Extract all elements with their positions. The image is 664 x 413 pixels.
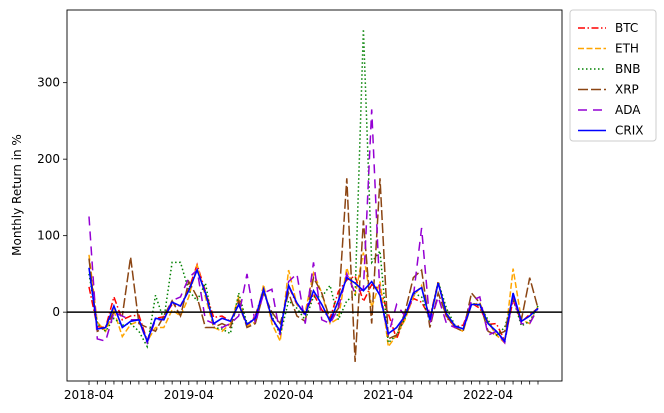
legend-label-crix: CRIX bbox=[615, 124, 643, 138]
x-axis: 2018-04 2019-04 2020-04 2021-04 2022-04 bbox=[64, 381, 539, 402]
legend-label-eth: ETH bbox=[615, 42, 639, 56]
x-tick-label: 2022-04 bbox=[463, 388, 513, 402]
series-line-crix bbox=[88, 267, 539, 344]
y-tick-label: 100 bbox=[37, 229, 60, 243]
axes-frame bbox=[66, 9, 563, 382]
y-axis-title: Monthly Return in % bbox=[10, 134, 24, 256]
series-line-eth bbox=[88, 252, 539, 349]
series-line-xrp bbox=[88, 178, 539, 362]
legend-label-btc: BTC bbox=[615, 21, 638, 35]
legend-label-bnb: BNB bbox=[615, 62, 640, 76]
legend-label-ada: ADA bbox=[615, 103, 641, 117]
legend: BTC ETH BNB XRP ADA CRIX bbox=[569, 9, 657, 142]
legend-label-xrp: XRP bbox=[615, 83, 639, 97]
x-tick-label: 2018-04 bbox=[64, 388, 114, 402]
y-axis: 0 100 200 300 bbox=[37, 76, 67, 319]
x-tick-label: 2020-04 bbox=[263, 388, 313, 402]
x-tick-label: 2021-04 bbox=[363, 388, 413, 402]
x-tick-label: 2019-04 bbox=[164, 388, 214, 402]
y-tick-label: 300 bbox=[37, 76, 60, 90]
y-tick-label: 0 bbox=[52, 305, 60, 319]
y-tick-label: 200 bbox=[37, 152, 60, 166]
series-line-btc bbox=[88, 262, 539, 343]
legend-box bbox=[569, 9, 657, 142]
plot-area bbox=[66, 9, 563, 382]
